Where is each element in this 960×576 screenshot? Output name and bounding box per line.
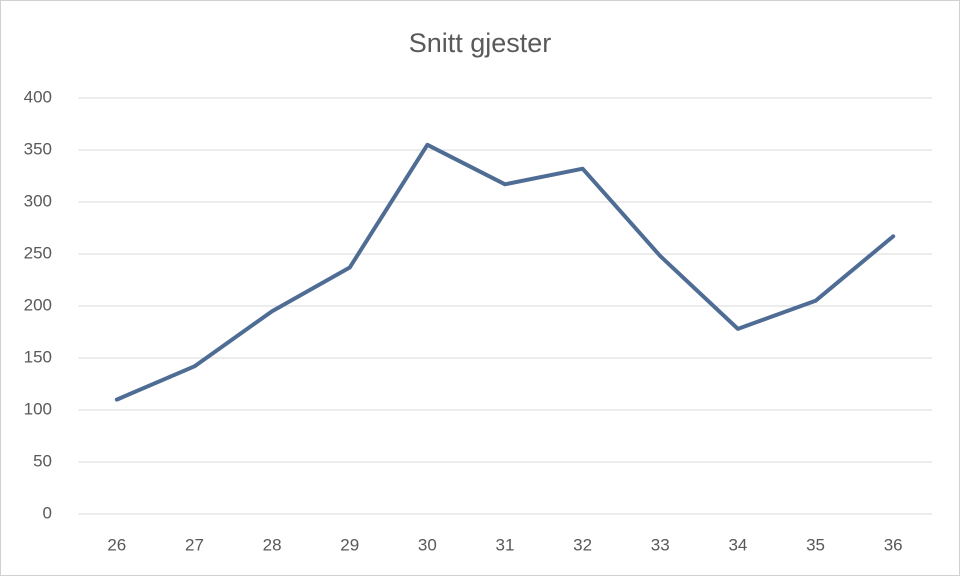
- x-tick-label: 27: [185, 535, 204, 554]
- y-tick-label: 50: [33, 451, 52, 470]
- y-tick-label: 250: [24, 243, 52, 262]
- x-tick-label: 30: [418, 535, 437, 554]
- x-tick-label: 35: [806, 535, 825, 554]
- x-tick-label: 28: [263, 535, 282, 554]
- y-tick-label: 100: [24, 399, 52, 418]
- x-tick-label: 31: [496, 535, 515, 554]
- x-tick-label: 26: [107, 535, 126, 554]
- chart-title: Snitt gjester: [409, 28, 552, 58]
- y-tick-label: 300: [24, 191, 52, 210]
- y-tick-label: 0: [43, 503, 52, 522]
- y-tick-label: 400: [24, 87, 52, 106]
- y-tick-label: 200: [24, 295, 52, 314]
- x-tick-label: 36: [884, 535, 903, 554]
- data-line: [114, 142, 896, 402]
- x-tick-label: 29: [340, 535, 359, 554]
- y-tick-label: 350: [24, 139, 52, 158]
- x-tick-label: 32: [573, 535, 592, 554]
- y-tick-label: 150: [24, 347, 52, 366]
- x-tick-label: 33: [651, 535, 670, 554]
- x-tick-label: 34: [728, 535, 747, 554]
